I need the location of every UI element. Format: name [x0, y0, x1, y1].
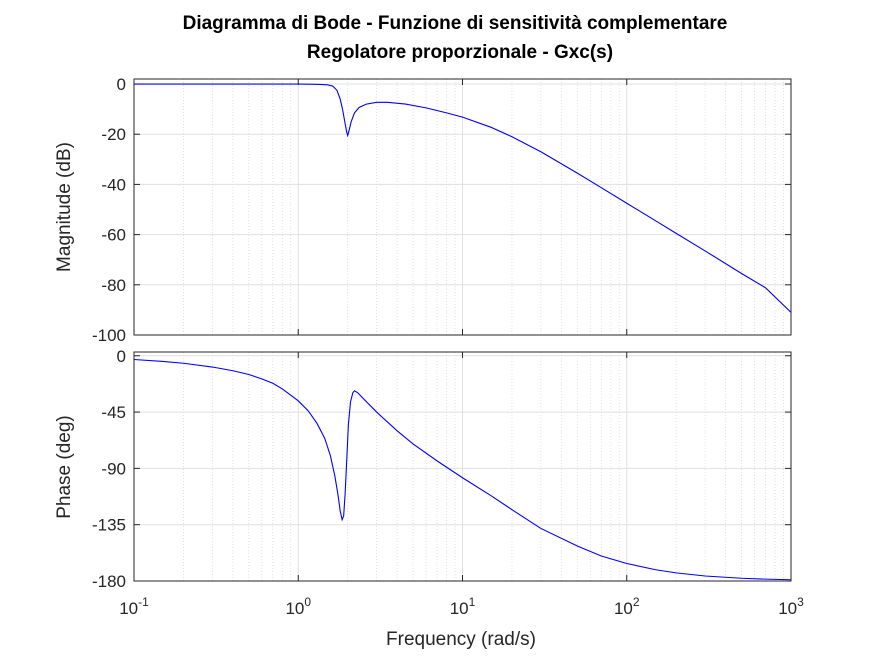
magnitude-y-ticks: 0 -20 -40 -60 -80 -100 [92, 75, 791, 345]
y-tick-label: -80 [101, 276, 126, 295]
y-tick-label: -45 [101, 403, 126, 422]
x-tick-label: 100 [285, 595, 311, 618]
phase-series-line [133, 358, 792, 581]
magnitude-panel: 0 -20 -40 -60 -80 -100 Magnitude (dB) [54, 75, 792, 345]
chart-title-line1: Diagramma di Bode - Funzione di sensitiv… [183, 13, 728, 34]
phase-ylabel: Phase (deg) [54, 415, 75, 519]
y-tick-label: -100 [92, 326, 126, 345]
x-tick-label: 103 [778, 595, 804, 618]
y-tick-label: 0 [117, 347, 126, 366]
x-tick-label: 10-1 [119, 595, 149, 618]
phase-grid [133, 352, 792, 582]
y-tick-label: -135 [92, 516, 126, 535]
magnitude-ylabel: Magnitude (dB) [54, 142, 75, 272]
chart-title-line2: Regolatore proporzionale - Gxc(s) [307, 42, 613, 63]
phase-y-ticks: 0 -45 -90 -135 -180 [92, 347, 791, 591]
x-tick-label: 101 [450, 595, 476, 618]
magnitude-series-line [134, 83, 792, 313]
y-tick-label: -20 [101, 125, 126, 144]
x-tick-label: 102 [614, 595, 640, 618]
frequency-xlabel: Frequency (rad/s) [386, 629, 536, 650]
y-tick-label: 0 [117, 75, 126, 94]
y-tick-label: -180 [92, 572, 126, 591]
y-tick-label: -60 [101, 226, 126, 245]
frequency-x-ticks: 10-1 100 101 102 103 [119, 79, 804, 618]
y-tick-label: -40 [101, 175, 126, 194]
y-tick-label: -90 [101, 459, 126, 478]
magnitude-grid [133, 79, 792, 336]
phase-panel: 0 -45 -90 -135 -180 Phase (deg) [54, 347, 792, 591]
